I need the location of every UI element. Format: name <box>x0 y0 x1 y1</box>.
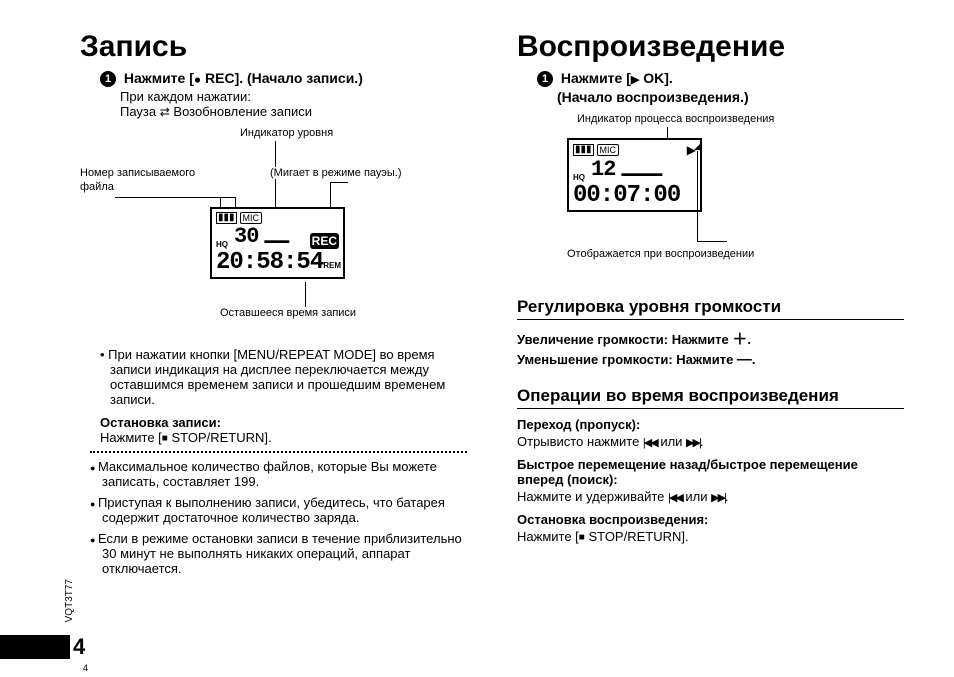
callout-filenum1: Номер записываемого <box>80 167 195 179</box>
skip-text: Отрывисто нажмите |◀◀ или ▶▶|. <box>517 434 904 449</box>
volume-up: Увеличение громкости: Нажмите ＋. <box>517 328 904 349</box>
file-number: 30 <box>234 224 258 249</box>
mic-label-play: MIC <box>597 144 620 156</box>
step1-play-title2: (Начало воспроизведения.) <box>557 89 904 105</box>
stop-text: Нажмите [■ STOP/RETURN]. <box>100 430 467 445</box>
next-icon: ▶▶| <box>686 437 700 449</box>
battery-icon: ▮▮▮ <box>216 212 237 224</box>
callout-remain: Оставшееся время записи <box>220 307 356 319</box>
page-tab <box>0 635 70 659</box>
plus-icon: ＋ <box>732 331 747 348</box>
step-badge-1: 1 <box>100 71 116 87</box>
lcd-time: 20:58:54 <box>216 249 323 276</box>
file-number-play: 12 <box>591 157 615 182</box>
lcd-diagram-play: Индикатор процесса воспроизведения ▮▮▮ M… <box>517 113 904 283</box>
play-corner-icon <box>694 142 702 150</box>
callout-level: Индикатор уровня <box>240 127 333 139</box>
volume-down: Уменьшение громкости: Нажмите —. <box>517 351 904 368</box>
play-stop-head: Остановка воспроизведения: <box>517 512 904 527</box>
title-record: Запись <box>80 30 467 64</box>
ops-head: Операции во время воспроизведения <box>517 386 904 409</box>
dotted-separator <box>90 451 467 453</box>
callout-shown: Отображается при воспроизведении <box>567 248 754 260</box>
bullet-auto-off: Если в режиме остановки записи в течение… <box>102 531 467 576</box>
lcd-play: ▮▮▮ MIC ▶ HQ 12 ▬▬▬▬▬ 00:07:00 <box>567 138 702 212</box>
lcd-record: ▮▮▮ MIC HQ 30 ▬▬▬ REC 20:58:54 REM <box>210 207 345 279</box>
right-column: Воспроизведение 1 Нажмите [▶ OK]. (Начал… <box>517 30 904 582</box>
prev-icon: |◀◀ <box>643 437 657 449</box>
step-badge-1-play: 1 <box>537 71 553 87</box>
minus-icon: — <box>737 351 752 368</box>
skip-head: Переход (пропуск): <box>517 417 904 432</box>
title-playback: Воспроизведение <box>517 30 904 64</box>
prev-icon-hold: |◀◀ <box>668 492 682 504</box>
swap-icon: ⇄ <box>160 105 170 119</box>
left-column: Запись 1 Нажмите [● REC]. (Начало записи… <box>80 30 467 582</box>
step1-sub2: Пауза ⇄ Возобновление записи <box>120 104 467 119</box>
lcd-time-play: 00:07:00 <box>573 182 680 209</box>
stop-head: Остановка записи: <box>100 415 467 430</box>
step1-title: 1 Нажмите [● REC]. (Начало записи.) <box>100 70 467 87</box>
doc-code: VQT3T77 <box>64 579 75 622</box>
callout-filenum2: файла <box>80 181 114 193</box>
page-number: 4 <box>73 634 85 660</box>
lcd-diagram-record: Индикатор уровня Номер записываемого фай… <box>80 127 467 337</box>
ff-head: Быстрое перемещение назад/быстрое переме… <box>517 457 904 487</box>
bullet-battery: Приступая к выполнению записи, убедитесь… <box>102 495 467 525</box>
rem-label: REM <box>323 261 341 270</box>
step1-pre: Нажмите [ <box>124 70 194 86</box>
rec-badge: REC <box>310 233 339 249</box>
play-stop-text: Нажмите [■ STOP/RETURN]. <box>517 529 904 544</box>
callout-progress: Индикатор процесса воспроизведения <box>577 113 774 125</box>
ff-text: Нажмите и удерживайте |◀◀ или ▶▶|. <box>517 489 904 504</box>
page-small: 4 <box>83 663 88 673</box>
note-menu-repeat: При нажатии кнопки [MENU/REPEAT MODE] во… <box>110 347 467 407</box>
next-icon-hold: ▶▶| <box>711 492 725 504</box>
bullet-max-files: Максимальное количество файлов, которые … <box>102 459 467 489</box>
hq-label: HQ <box>216 240 228 249</box>
step1-play-title: 1 Нажмите [▶ OK]. <box>537 70 904 87</box>
step1-sub1: При каждом нажатии: <box>120 89 467 104</box>
volume-head: Регулировка уровня громкости <box>517 297 904 320</box>
callout-pause: (Мигает в режиме пауэы.) <box>270 167 402 179</box>
step1-post: REC]. (Начало записи.) <box>201 70 363 86</box>
battery-icon-play: ▮▮▮ <box>573 144 594 156</box>
mic-label: MIC <box>240 212 263 224</box>
hq-label-play: HQ <box>573 173 585 182</box>
